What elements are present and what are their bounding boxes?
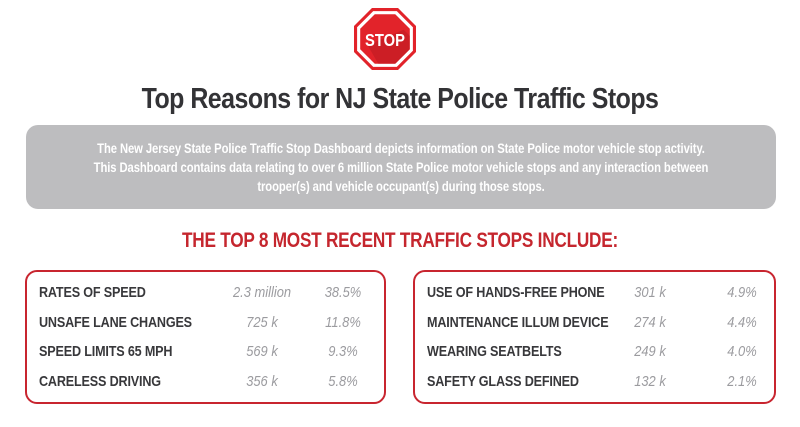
stat-percent: 11.8% <box>325 313 361 331</box>
stat-reason: SAFETY GLASS DEFINED <box>427 372 579 390</box>
stats-panel-right: USE OF HANDS-FREE PHONE 301 k 4.9% MAINT… <box>413 270 776 404</box>
stat-row: WEARING SEATBELTS 249 k 4.0% <box>415 339 774 369</box>
stat-reason: UNSAFE LANE CHANGES <box>39 313 192 331</box>
info-panel: The New Jersey State Police Traffic Stop… <box>26 125 776 209</box>
page-title: Top Reasons for NJ State Police Traffic … <box>141 83 659 115</box>
stat-row: CARELESS DRIVING 356 k 5.8% <box>27 369 384 399</box>
stat-count: 356 k <box>246 372 278 390</box>
stat-reason: CARELESS DRIVING <box>39 372 161 390</box>
stat-reason: MAINTENANCE ILLUM DEVICE <box>427 313 609 331</box>
stat-row: RATES OF SPEED 2.3 million 38.5% <box>27 280 384 310</box>
stat-reason: WEARING SEATBELTS <box>427 343 562 360</box>
svg-text:STOP: STOP <box>365 31 405 51</box>
info-description: The New Jersey State Police Traffic Stop… <box>93 140 709 194</box>
stat-count: 725 k <box>246 313 278 331</box>
stat-count: 132 k <box>634 372 666 390</box>
stat-row: SPEED LIMITS 65 MPH 569 k 9.3% <box>27 339 384 369</box>
stat-reason: SPEED LIMITS 65 MPH <box>39 343 173 360</box>
stat-row: USE OF HANDS-FREE PHONE 301 k 4.9% <box>415 280 774 310</box>
stat-row: MAINTENANCE ILLUM DEVICE 274 k 4.4% <box>415 310 774 340</box>
stat-percent: 9.3% <box>328 343 358 360</box>
stat-percent: 4.0% <box>727 343 757 360</box>
stat-percent: 38.5% <box>324 284 362 301</box>
stat-percent: 4.4% <box>727 313 757 331</box>
stat-reason: USE OF HANDS-FREE PHONE <box>427 284 605 301</box>
stat-percent: 4.9% <box>727 284 757 301</box>
stat-reason: RATES OF SPEED <box>39 284 146 301</box>
stat-count: 274 k <box>634 313 666 331</box>
stat-row: SAFETY GLASS DEFINED 132 k 2.1% <box>415 369 774 399</box>
stat-count: 301 k <box>634 284 666 301</box>
stop-sign-icon: STOP <box>354 8 416 70</box>
stats-panel-left: RATES OF SPEED 2.3 million 38.5% UNSAFE … <box>25 270 386 404</box>
stat-count: 2.3 million <box>232 284 292 301</box>
stat-count: 249 k <box>634 343 666 360</box>
section-heading: THE TOP 8 MOST RECENT TRAFFIC STOPS INCL… <box>182 229 618 252</box>
stat-percent: 5.8% <box>328 372 358 390</box>
stat-percent: 2.1% <box>727 372 757 390</box>
stat-count: 569 k <box>246 343 278 360</box>
stat-row: UNSAFE LANE CHANGES 725 k 11.8% <box>27 310 384 340</box>
